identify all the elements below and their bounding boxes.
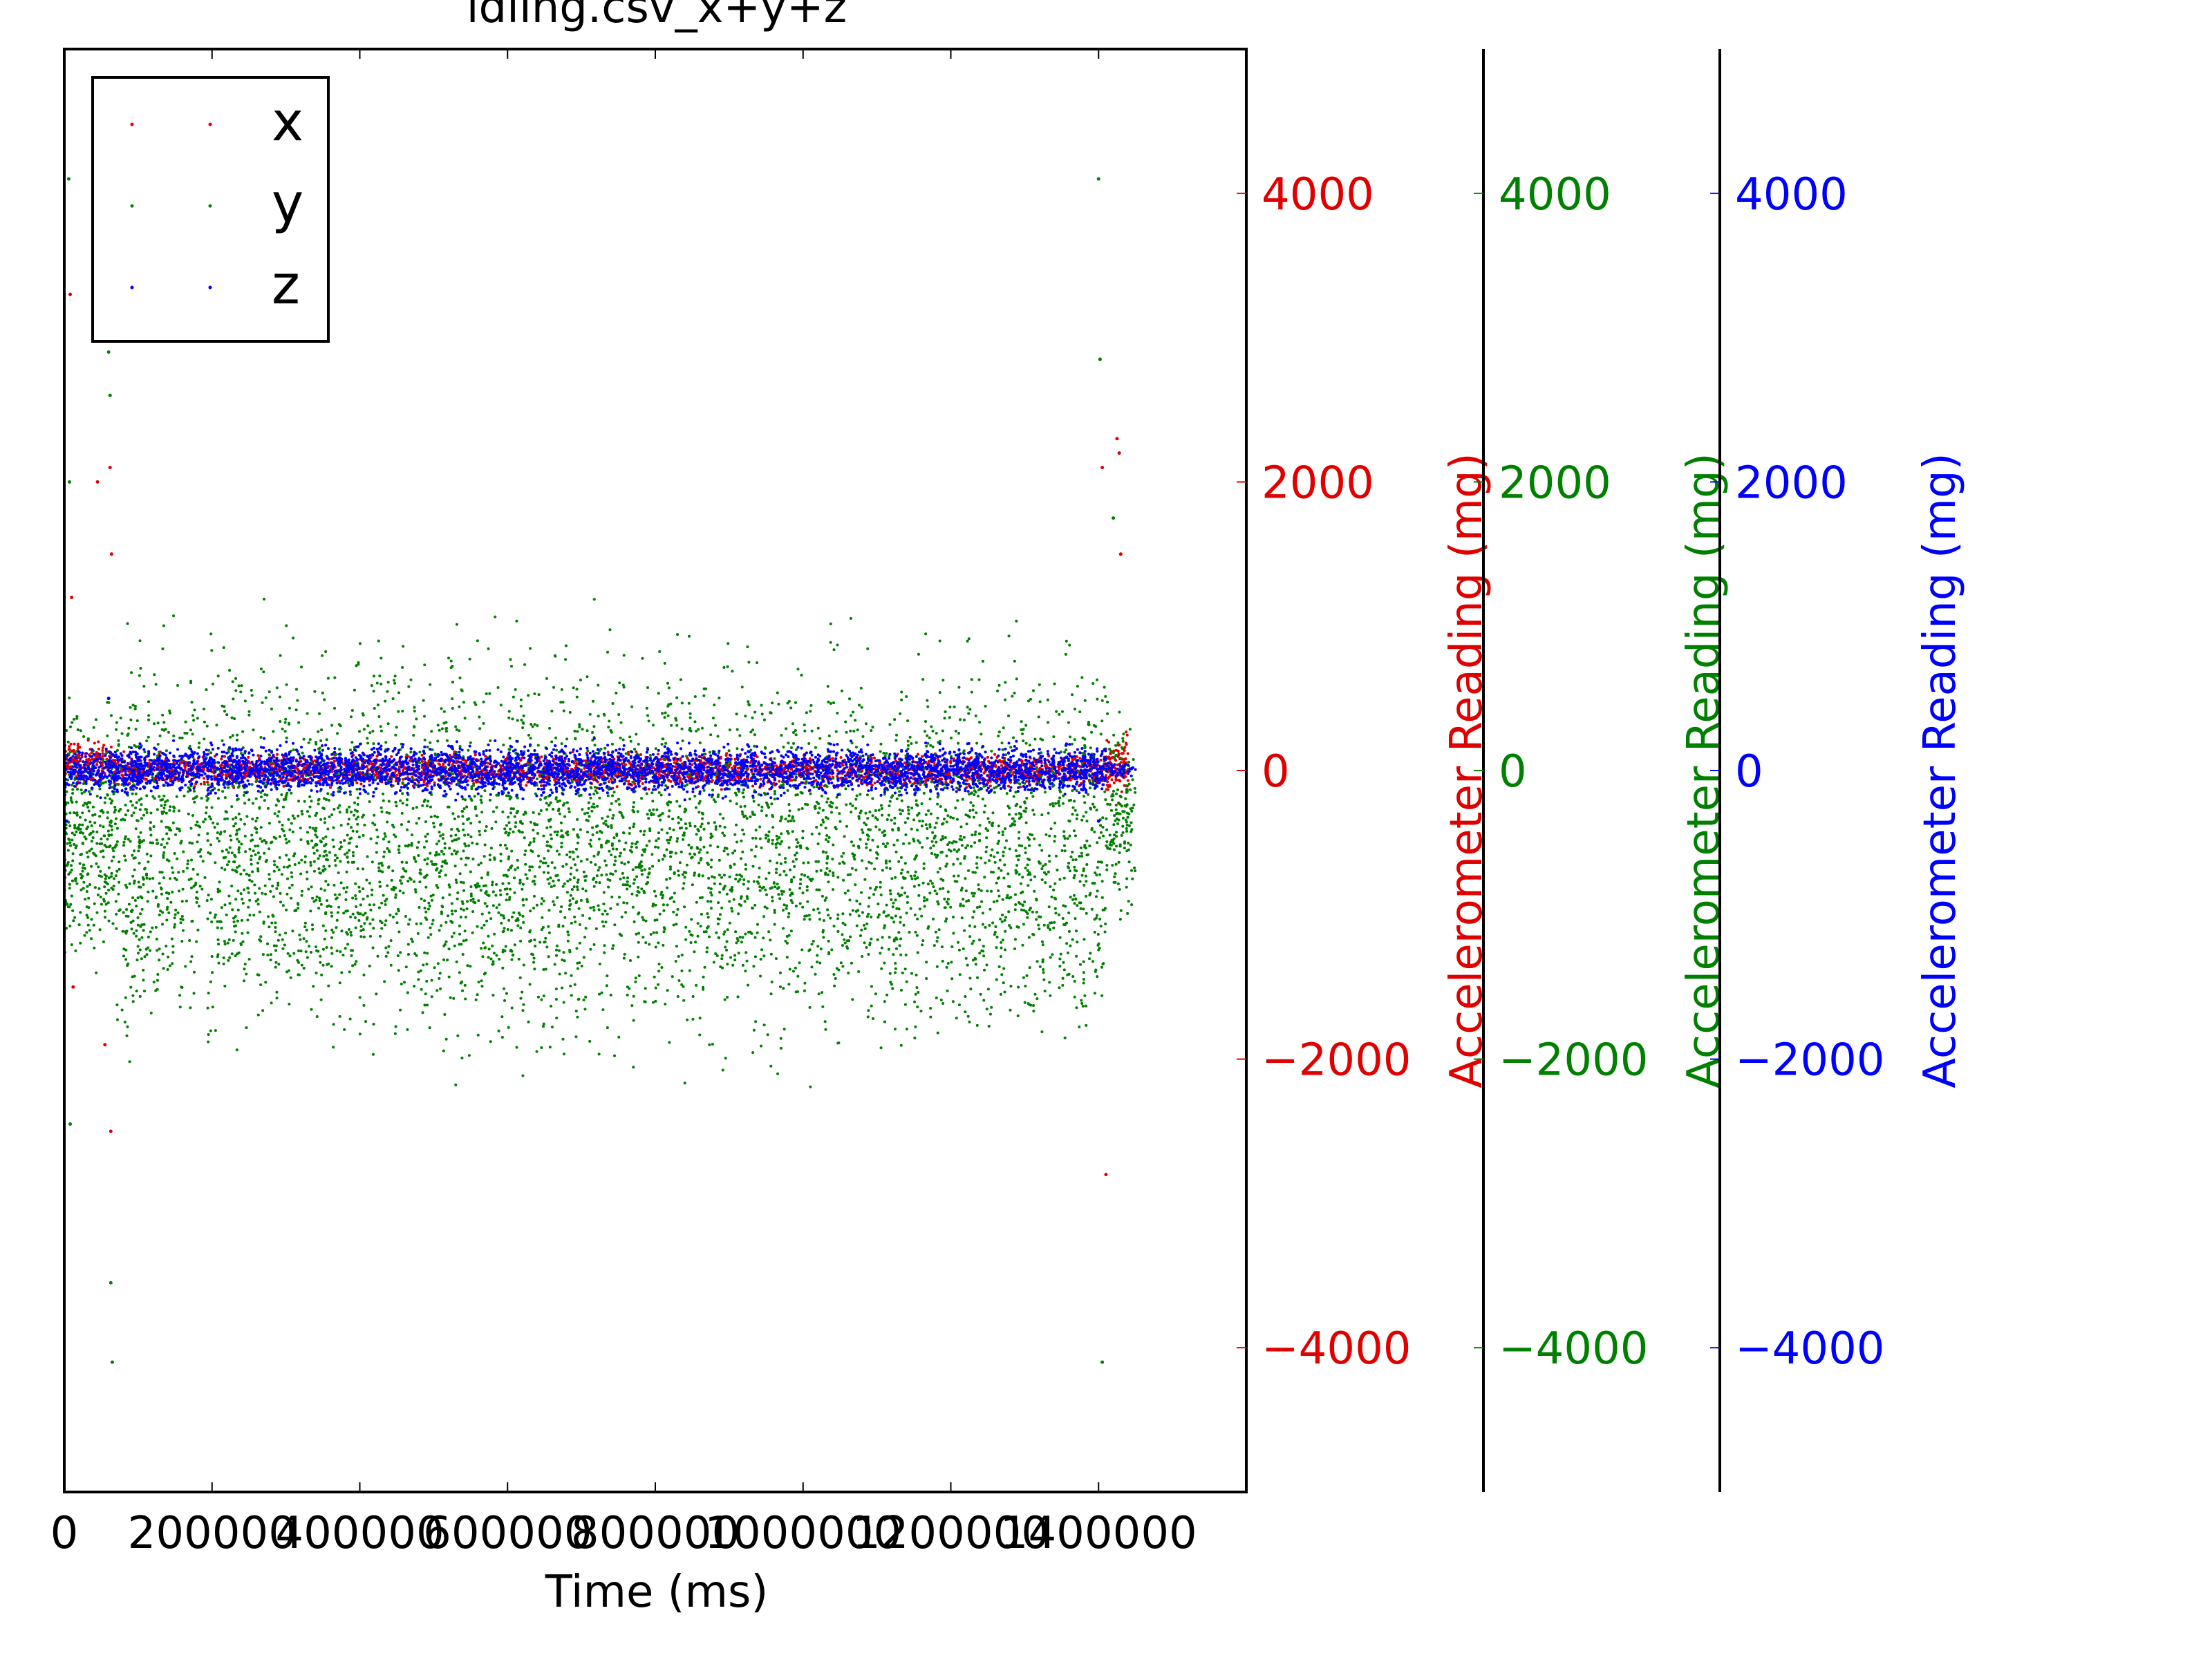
series-x [64,292,1130,1177]
x-tick-label: 1200000 [852,1508,1049,1559]
x-tick-label: 400000 [275,1508,444,1559]
x-tick-label: 200000 [128,1508,297,1559]
x-tick-label: 600000 [423,1508,592,1559]
data-point [70,595,74,599]
y-tick-label: −4000 [1499,1323,1649,1375]
plot-area [64,177,1137,1364]
data-point [1118,552,1123,556]
y-tick-label: −2000 [1262,1035,1412,1086]
y-axis-label: Accelerometer Reading (mg) [1915,453,1966,1088]
legend-marker [130,122,134,126]
data-points [114,598,1107,1088]
y-tick-label: 4000 [1262,169,1374,220]
y-tick-label: 0 [1499,746,1527,797]
data-point [109,1281,113,1285]
data-point [66,177,71,181]
y-tick-label: 2000 [1735,457,1848,509]
legend-label: z [272,254,300,317]
data-points [114,737,1107,802]
x-tick-label: 1000000 [704,1508,901,1559]
legend-box [91,76,330,343]
data-point [1100,466,1105,470]
x-tick-label: 1400000 [1000,1508,1197,1559]
y-axis-y: 4000 2000 0 −2000 −4000 Accelerometer Reading… [1474,49,1730,1492]
data-points [1105,700,1137,921]
y-tick-label: 4000 [1735,169,1848,220]
legend-label: y [272,173,303,235]
data-point [95,480,100,484]
data-point [110,1360,114,1364]
data-point [68,292,73,296]
data-point [1115,437,1119,441]
data-points [1105,762,1137,779]
y-tick-label: 0 [1735,746,1763,797]
y-axis-label: Accelerometer Reading (mg) [1678,453,1730,1088]
data-point [103,1043,107,1047]
legend-marker [208,122,212,126]
legend-marker [208,285,212,290]
data-point [106,350,111,354]
y-tick-label: 4000 [1499,169,1611,220]
legend-label: x [272,91,303,153]
legend-marker [130,285,134,290]
data-point [1100,1360,1105,1364]
data-point [68,1122,73,1126]
legend-marker [130,204,134,208]
x-tick-label: 0 [50,1508,79,1559]
data-point [109,1129,113,1133]
chart-title: idling.csv_x+y+z [467,0,847,33]
data-point [1098,357,1102,361]
data-point [1117,451,1121,455]
y-tick-label: 2000 [1499,457,1611,509]
data-point [108,466,112,470]
data-point [1096,819,1100,823]
y-tick-label: −2000 [1499,1035,1649,1086]
data-point [1112,516,1116,520]
data-point [108,393,112,397]
y-tick-label: 2000 [1262,457,1374,509]
y-tick-label: −4000 [1735,1323,1885,1375]
data-point [1096,177,1100,181]
y-tick-label: 0 [1262,746,1290,797]
x-axis-label: Time (ms) [545,1567,769,1618]
y-tick-label: −4000 [1262,1323,1412,1375]
legend: xyz [91,76,330,343]
data-point [106,697,111,701]
data-point [109,552,113,556]
data-point [71,985,75,989]
data-point [1104,1173,1108,1177]
data-point [67,480,71,484]
legend-marker [208,204,212,208]
data-points [64,696,118,974]
x-tick-label: 800000 [571,1508,740,1559]
y-tick-label: −2000 [1735,1035,1885,1086]
y-axis-z: 4000 2000 0 −2000 −4000 Accelerometer Reading… [1710,49,1966,1492]
